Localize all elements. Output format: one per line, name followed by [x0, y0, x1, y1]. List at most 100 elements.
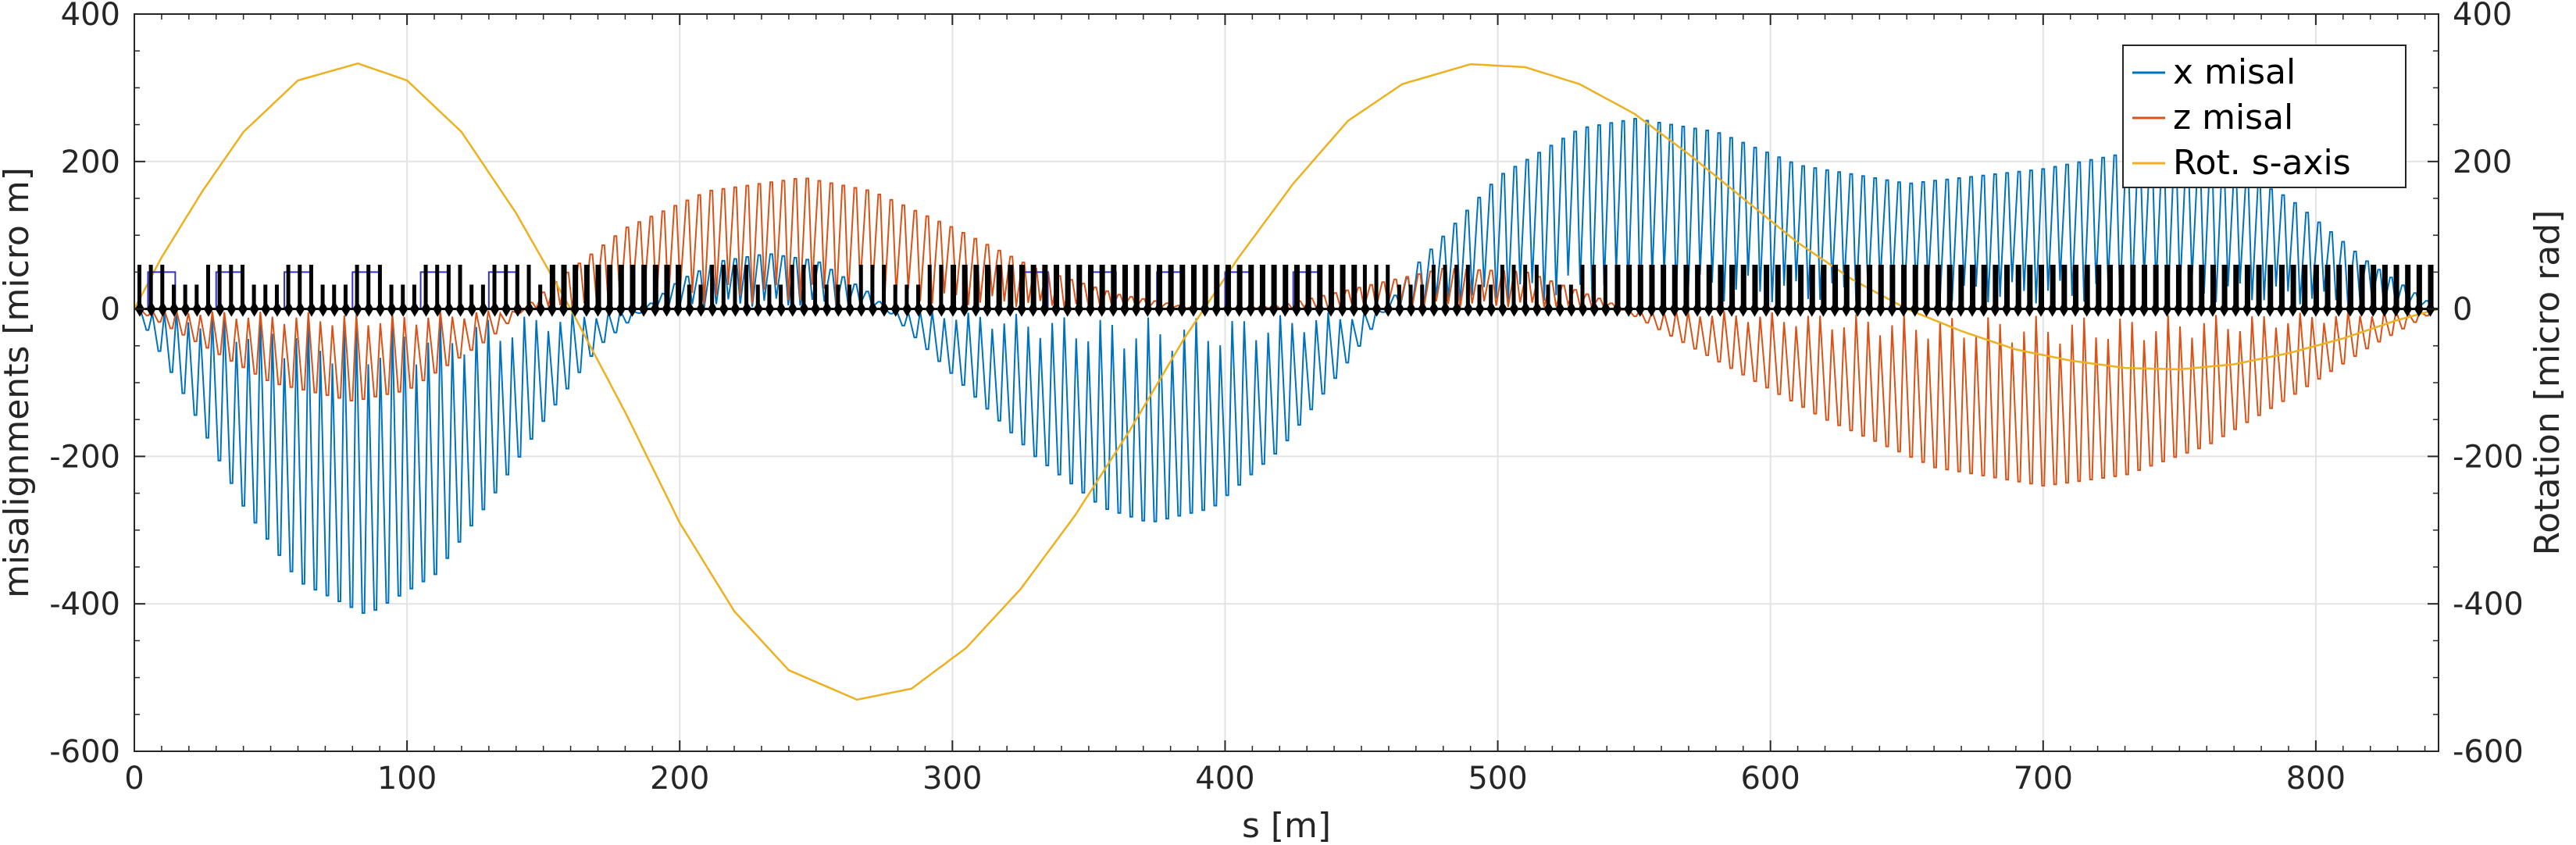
lattice-element-marker — [904, 284, 909, 309]
lattice-element-marker — [1408, 284, 1413, 309]
lattice-element-marker — [1649, 264, 1655, 309]
y-tick-label-right: -600 — [2453, 734, 2524, 770]
lattice-element-marker — [194, 284, 199, 309]
lattice-element-marker — [630, 264, 636, 309]
lattice-diamond-marker — [1887, 301, 1897, 317]
lattice-element-marker — [847, 284, 852, 309]
lattice-diamond-marker — [1349, 301, 1359, 317]
lattice-diamond-marker — [1635, 301, 1645, 317]
y-tick-labels-right: -600 -400 -200 0 200 400 — [2453, 0, 2524, 770]
lattice-diamond-marker — [455, 301, 466, 317]
lattice-element-marker — [2336, 264, 2342, 309]
lattice-element-marker — [721, 264, 726, 309]
legend: x misal z misal Rot. s-axis — [2122, 45, 2407, 188]
lattice-element-marker — [2244, 264, 2250, 309]
lattice-diamond-marker — [627, 301, 637, 317]
series-line-x-misal — [134, 118, 2439, 614]
lattice-diamond-marker — [787, 301, 797, 317]
lattice-element-marker — [1981, 264, 1987, 309]
lattice-element-marker — [286, 264, 291, 309]
lattice-diamond-marker — [1875, 301, 1886, 317]
lattice-diamond-marker — [1131, 301, 1141, 317]
lattice-element-marker — [916, 284, 921, 309]
lattice-element-marker — [1156, 264, 1162, 309]
lattice-element-marker — [1534, 264, 1539, 309]
lattice-element-marker — [366, 264, 371, 309]
lattice-element-marker — [595, 264, 601, 309]
y-axis-label-left: misalignments [micro m] — [0, 167, 37, 598]
lattice-element-marker — [1305, 264, 1311, 309]
lattice-diamond-marker — [169, 301, 179, 317]
lattice-diamond-marker — [879, 301, 890, 317]
lattice-diamond-marker — [684, 301, 694, 317]
lattice-diamond-marker — [2334, 301, 2344, 317]
lattice-diamond-marker — [2310, 301, 2321, 317]
lattice-diamond-marker — [2322, 301, 2332, 317]
lattice-diamond-marker — [249, 301, 259, 317]
lattice-element-marker — [1042, 264, 1048, 309]
lattice-diamond-marker — [1796, 301, 1806, 317]
lattice-diamond-marker — [1291, 301, 1301, 317]
legend-label-rot-s-axis: Rot. s-axis — [2173, 143, 2351, 183]
lattice-diamond-marker — [730, 301, 740, 317]
lattice-element-marker — [137, 264, 141, 309]
lattice-diamond-marker — [2059, 301, 2069, 317]
lattice-diamond-marker — [227, 301, 237, 317]
lattice-diamond-marker — [1119, 301, 1129, 317]
x-tick-label: 200 — [650, 761, 709, 797]
lattice-diamond-marker — [581, 301, 591, 317]
lattice-element-marker — [939, 264, 944, 309]
lattice-diamond-marker — [1497, 301, 1507, 317]
lattice-diamond-marker — [2104, 301, 2114, 317]
lattice-diamond-marker — [1624, 301, 1634, 317]
lattice-element-marker — [2187, 264, 2193, 309]
lattice-diamond-marker — [971, 301, 981, 317]
x-tick-label: 500 — [1468, 761, 1527, 797]
lattice-element-marker — [973, 264, 979, 309]
lattice-element-marker — [1878, 264, 1884, 309]
lattice-diamond-marker — [409, 301, 419, 317]
lattice-diamond-marker — [421, 301, 431, 317]
lattice-diamond-marker — [2082, 301, 2092, 317]
lattice-diamond-marker — [2128, 301, 2138, 317]
lattice-diamond-marker — [1165, 301, 1176, 317]
lattice-diamond-marker — [1418, 301, 1428, 317]
lattice-diamond-marker — [890, 301, 901, 317]
lattice-element-marker — [2278, 264, 2285, 309]
series-layer — [134, 62, 2439, 701]
lattice-diamond-marker — [1257, 301, 1267, 317]
lattice-diamond-marker — [1360, 301, 1370, 317]
y-tick-label-left: -400 — [49, 587, 120, 622]
lattice-element-marker — [446, 264, 451, 309]
lattice-element-marker — [1798, 264, 1804, 309]
lattice-diamond-marker — [1968, 301, 1978, 317]
lattice-diamond-marker — [1669, 301, 1679, 317]
lattice-element-marker — [2428, 264, 2434, 309]
lattice-element-marker — [1683, 264, 1689, 309]
lattice-element-marker — [183, 284, 187, 309]
lattice-element-marker — [1030, 264, 1036, 309]
y-tick-label-left: 0 — [101, 292, 120, 328]
lattice-diamond-marker — [1325, 301, 1336, 317]
lattice-diamond-marker — [558, 301, 569, 317]
lattice-element-marker — [309, 264, 313, 309]
lattice-element-marker — [1752, 264, 1758, 309]
lattice-element-marker — [1729, 264, 1736, 309]
lattice-element-marker — [790, 264, 794, 309]
lattice-diamond-marker — [1589, 301, 1600, 317]
lattice-element-marker — [492, 264, 497, 309]
lattice-element-marker — [1946, 264, 1953, 309]
lattice-element-marker — [526, 264, 531, 309]
lattice-diamond-marker — [2357, 301, 2367, 317]
lattice-diamond-marker — [524, 301, 534, 317]
lattice-diamond-marker — [272, 301, 282, 317]
lattice-diamond-marker — [1188, 301, 1198, 317]
lattice-element-marker — [1397, 284, 1401, 309]
lattice-element-marker — [2130, 264, 2136, 309]
lattice-diamond-marker — [512, 301, 523, 317]
lattice-element-marker — [2050, 264, 2056, 309]
lattice-diamond-marker — [799, 301, 809, 317]
y-tick-label-right: 0 — [2453, 292, 2472, 328]
lattice-diamond-marker — [1921, 301, 1932, 317]
lattice-diamond-marker — [2253, 301, 2264, 317]
